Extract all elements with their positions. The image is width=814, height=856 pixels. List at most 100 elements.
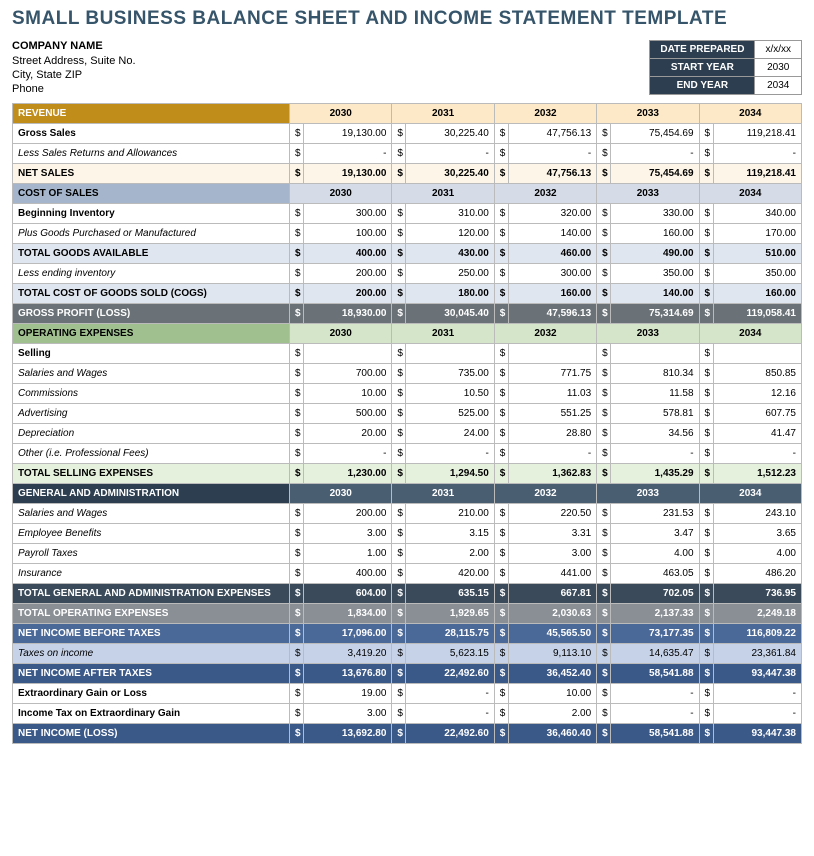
cell-value[interactable]: 2.00 — [406, 544, 494, 564]
cell-value[interactable]: 119,218.41 — [713, 164, 801, 184]
cell-value[interactable]: 75,454.69 — [611, 164, 699, 184]
cell-value[interactable]: 28,115.75 — [406, 624, 494, 644]
cell-value[interactable]: 93,447.38 — [713, 724, 801, 744]
cell-value[interactable]: 3.00 — [508, 544, 596, 564]
cell-value[interactable]: 19,130.00 — [304, 164, 392, 184]
cell-value[interactable]: 231.53 — [611, 504, 699, 524]
cell-value[interactable]: 47,756.13 — [508, 164, 596, 184]
cell-value[interactable]: 200.00 — [304, 264, 392, 284]
cell-value[interactable]: 350.00 — [611, 264, 699, 284]
cell-value[interactable]: 486.20 — [713, 564, 801, 584]
cell-value[interactable]: 18,930.00 — [304, 304, 392, 324]
cell-value[interactable] — [611, 344, 699, 364]
cell-value[interactable]: 810.34 — [611, 364, 699, 384]
date-prepared-value[interactable]: x/x/xx — [755, 41, 802, 59]
cell-value[interactable]: 180.00 — [406, 284, 494, 304]
cell-value[interactable]: 10.00 — [304, 384, 392, 404]
cell-value[interactable]: 3,419.20 — [304, 644, 392, 664]
cell-value[interactable]: 160.00 — [508, 284, 596, 304]
cell-value[interactable]: 75,454.69 — [611, 124, 699, 144]
cell-value[interactable]: 170.00 — [713, 224, 801, 244]
cell-value[interactable]: 441.00 — [508, 564, 596, 584]
cell-value[interactable]: 28.80 — [508, 424, 596, 444]
cell-value[interactable]: 200.00 — [304, 504, 392, 524]
cell-value[interactable]: 578.81 — [611, 404, 699, 424]
cell-value[interactable]: 160.00 — [611, 224, 699, 244]
cell-value[interactable]: 10.00 — [508, 684, 596, 704]
cell-value[interactable] — [713, 344, 801, 364]
cell-value[interactable]: 320.00 — [508, 204, 596, 224]
cell-value[interactable]: 243.10 — [713, 504, 801, 524]
cell-value[interactable]: - — [713, 704, 801, 724]
cell-value[interactable]: 3.47 — [611, 524, 699, 544]
cell-value[interactable]: 47,756.13 — [508, 124, 596, 144]
cell-value[interactable]: - — [611, 144, 699, 164]
cell-value[interactable]: 2.00 — [508, 704, 596, 724]
cell-value[interactable]: 525.00 — [406, 404, 494, 424]
cell-value[interactable]: 93,447.38 — [713, 664, 801, 684]
cell-value[interactable]: 300.00 — [304, 204, 392, 224]
cell-value[interactable]: 3.15 — [406, 524, 494, 544]
cell-value[interactable]: 11.03 — [508, 384, 596, 404]
cell-value[interactable]: 1,512.23 — [713, 464, 801, 484]
cell-value[interactable]: 430.00 — [406, 244, 494, 264]
cell-value[interactable]: 116,809.22 — [713, 624, 801, 644]
cell-value[interactable]: 11.58 — [611, 384, 699, 404]
cell-value[interactable]: 350.00 — [713, 264, 801, 284]
cell-value[interactable]: 30,045.40 — [406, 304, 494, 324]
cell-value[interactable]: 140.00 — [611, 284, 699, 304]
cell-value[interactable]: 19,130.00 — [304, 124, 392, 144]
cell-value[interactable]: 22,492.60 — [406, 724, 494, 744]
cell-value[interactable]: 702.05 — [611, 584, 699, 604]
cell-value[interactable]: 4.00 — [611, 544, 699, 564]
cell-value[interactable]: 9,113.10 — [508, 644, 596, 664]
cell-value[interactable]: 1,294.50 — [406, 464, 494, 484]
cell-value[interactable]: 36,452.40 — [508, 664, 596, 684]
cell-value[interactable]: 400.00 — [304, 564, 392, 584]
cell-value[interactable]: 200.00 — [304, 284, 392, 304]
cell-value[interactable] — [406, 344, 494, 364]
cell-value[interactable]: 36,460.40 — [508, 724, 596, 744]
cell-value[interactable]: 2,137.33 — [611, 604, 699, 624]
cell-value[interactable]: 1,230.00 — [304, 464, 392, 484]
end-year-value[interactable]: 2034 — [755, 77, 802, 95]
cell-value[interactable]: 500.00 — [304, 404, 392, 424]
cell-value[interactable]: 100.00 — [304, 224, 392, 244]
cell-value[interactable]: - — [611, 704, 699, 724]
cell-value[interactable]: 120.00 — [406, 224, 494, 244]
cell-value[interactable]: 22,492.60 — [406, 664, 494, 684]
cell-value[interactable]: 19.00 — [304, 684, 392, 704]
cell-value[interactable]: 58,541.88 — [611, 664, 699, 684]
cell-value[interactable]: 2,030.63 — [508, 604, 596, 624]
cell-value[interactable]: 3.65 — [713, 524, 801, 544]
cell-value[interactable]: 604.00 — [304, 584, 392, 604]
cell-value[interactable]: 2,249.18 — [713, 604, 801, 624]
cell-value[interactable]: 13,676.80 — [304, 664, 392, 684]
cell-value[interactable]: - — [713, 444, 801, 464]
cell-value[interactable]: 12.16 — [713, 384, 801, 404]
cell-value[interactable]: 1,362.83 — [508, 464, 596, 484]
cell-value[interactable]: 463.05 — [611, 564, 699, 584]
cell-value[interactable]: 20.00 — [304, 424, 392, 444]
cell-value[interactable]: 14,635.47 — [611, 644, 699, 664]
cell-value[interactable]: - — [713, 684, 801, 704]
cell-value[interactable]: 340.00 — [713, 204, 801, 224]
cell-value[interactable]: 4.00 — [713, 544, 801, 564]
cell-value[interactable]: 771.75 — [508, 364, 596, 384]
cell-value[interactable]: 635.15 — [406, 584, 494, 604]
cell-value[interactable] — [508, 344, 596, 364]
cell-value[interactable]: 17,096.00 — [304, 624, 392, 644]
cell-value[interactable]: 220.50 — [508, 504, 596, 524]
cell-value[interactable]: 490.00 — [611, 244, 699, 264]
cell-value[interactable]: 250.00 — [406, 264, 494, 284]
cell-value[interactable]: 3.31 — [508, 524, 596, 544]
cell-value[interactable]: 45,565.50 — [508, 624, 596, 644]
cell-value[interactable]: 30,225.40 — [406, 164, 494, 184]
cell-value[interactable]: 551.25 — [508, 404, 596, 424]
cell-value[interactable]: 210.00 — [406, 504, 494, 524]
cell-value[interactable]: 24.00 — [406, 424, 494, 444]
cell-value[interactable]: 1.00 — [304, 544, 392, 564]
cell-value[interactable]: 119,058.41 — [713, 304, 801, 324]
cell-value[interactable]: 607.75 — [713, 404, 801, 424]
cell-value[interactable]: 400.00 — [304, 244, 392, 264]
